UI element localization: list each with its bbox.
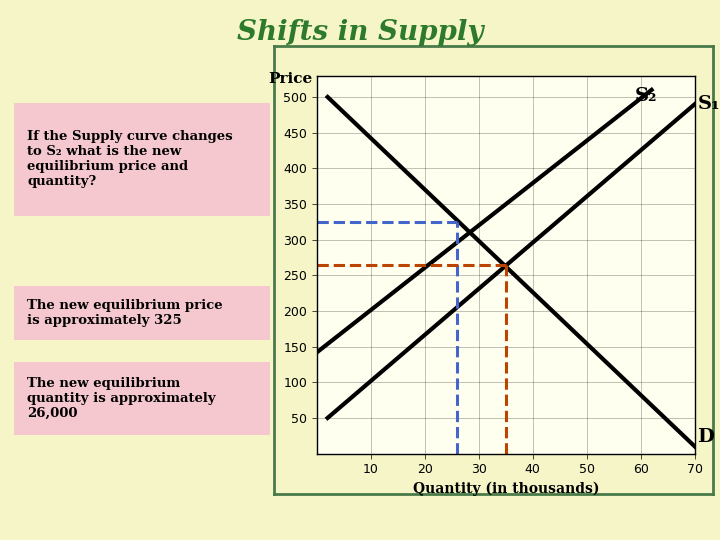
Text: S₁: S₁	[698, 95, 720, 113]
X-axis label: Quantity (in thousands): Quantity (in thousands)	[413, 482, 599, 496]
Text: S₂: S₂	[634, 87, 657, 105]
Text: If the Supply curve changes
to S₂ what is the new
equilibrium price and
quantity: If the Supply curve changes to S₂ what i…	[27, 130, 233, 188]
Text: Price: Price	[268, 72, 312, 86]
Text: D: D	[698, 428, 714, 447]
Text: The new equilibrium
quantity is approximately
26,000: The new equilibrium quantity is approxim…	[27, 377, 216, 420]
Text: Shifts in Supply: Shifts in Supply	[237, 19, 483, 46]
Text: The new equilibrium price
is approximately 325: The new equilibrium price is approximate…	[27, 299, 222, 327]
